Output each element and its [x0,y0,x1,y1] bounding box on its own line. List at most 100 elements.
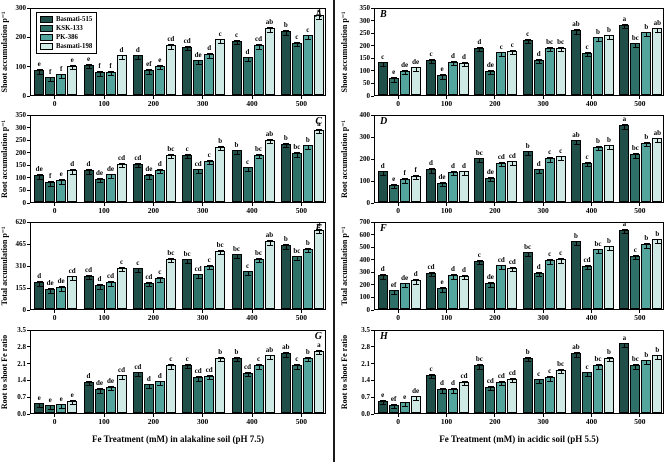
error-bar [247,372,249,378]
y-tick-label: 0.0 [17,410,26,418]
error-bar [187,154,189,160]
panel-letter-D: D [380,116,388,127]
error-bar [442,182,443,188]
significance-letter: b [607,348,611,357]
x-tick-label: 0 [396,313,401,322]
error-bar-cap-bottom [413,179,420,181]
error-bar-cap-bottom [256,48,262,50]
error-bar-cap-top [413,66,420,68]
error-bar [220,38,222,44]
bar-PK-386-300 [204,375,215,413]
error-bar-cap-bottom [654,242,661,244]
error-bar-cap-top [146,383,153,385]
significance-letter: e [59,170,63,179]
bar-KSK-133-400 [582,265,592,309]
error-bar-cap-bottom [428,378,435,380]
bar-Basmati-515-200 [474,47,485,95]
significance-letter: e [37,60,41,69]
significance-letter: cd [68,266,76,275]
error-bar [159,380,161,386]
error-bar-cap-bottom [119,378,125,380]
x-tick-label: 100 [440,206,453,215]
y-tick-mark [27,346,30,348]
error-bar [560,47,562,53]
error-bar [198,168,200,174]
error-bar-cap-top [97,71,103,73]
error-bar-cap-top [632,42,639,44]
bar-PK-386-400 [253,154,264,202]
bar-Basmati-198-500 [652,355,663,413]
x-tick-label: 400 [585,417,598,426]
error-bar-cap-top [547,376,554,378]
error-bar-cap-top [402,69,409,71]
y-tick-mark [371,202,374,204]
error-bar-cap-top [267,240,273,242]
error-bar [61,179,63,185]
error-bar-cap-bottom [195,64,202,66]
bar-Basmati-198-0 [67,170,78,202]
error-bar [209,375,211,381]
error-bar-cap-bottom [461,279,468,281]
error-bar [635,364,637,370]
error-bar-cap-top [498,51,505,53]
error-bar-cap-top [461,275,468,277]
significance-letter: bc [255,145,262,154]
error-bar [646,141,648,148]
bar-Basmati-198-100 [459,275,469,309]
error-bar-cap-bottom [558,262,565,264]
error-bar-cap-top [461,381,468,383]
error-bar-cap-top [69,275,76,277]
bar-Basmati-198-300 [555,369,566,413]
significance-letter: b [607,25,611,34]
error-bar [512,378,514,384]
significance-letter: bc [631,144,639,153]
error-bar-cap-bottom [245,376,251,378]
error-bar [198,59,200,65]
error-bar [72,65,74,71]
significance-letter: ef [146,60,152,69]
error-bar-cap-top [461,170,468,172]
error-bar-cap-top [632,153,639,155]
significance-letter: bc [293,246,301,255]
error-bar [393,404,395,410]
error-bar [464,62,465,68]
y-tick-mark [371,329,374,331]
error-bar-cap-bottom [135,375,142,377]
error-bar-cap-bottom [135,59,142,61]
bar-Basmati-515-400 [571,241,581,309]
error-bar-cap-bottom [498,268,505,270]
significance-letter: bc [594,355,602,364]
y-tick-label: 0 [22,92,27,100]
x-tick-label: 300 [197,417,209,426]
error-bar [121,162,123,169]
bar-PK-386-500 [641,142,652,202]
error-bar [318,14,320,20]
x-tick-label: 0 [396,417,401,426]
error-bar-cap-top [380,61,387,63]
significance-letter: de [401,60,409,69]
error-bar [415,66,417,72]
error-bar [512,49,514,56]
error-bar-cap-top [525,357,532,359]
error-bar [576,29,577,35]
error-bar-cap-bottom [509,271,516,273]
bar-Basmati-198-400 [604,246,614,309]
error-bar-cap-bottom [47,81,54,83]
error-bar-cap-bottom [439,186,446,188]
error-bar-cap-bottom [294,46,301,48]
error-bar-cap-bottom [632,368,639,370]
error-bar-cap-top [654,137,661,139]
bar-Basmati-198-0 [67,276,78,309]
bar-KSK-133-400 [242,57,253,95]
significance-letter: c [548,250,552,259]
error-bar-cap-bottom [498,55,505,57]
error-bar [382,274,384,280]
bar-PK-386-400 [253,45,264,95]
y-tick-mark [371,82,374,84]
error-bar [285,244,287,250]
x-tick-label: 0 [396,206,401,215]
error-bar [576,352,577,358]
error-bar-cap-bottom [606,249,613,251]
y-tick-mark [371,114,374,116]
